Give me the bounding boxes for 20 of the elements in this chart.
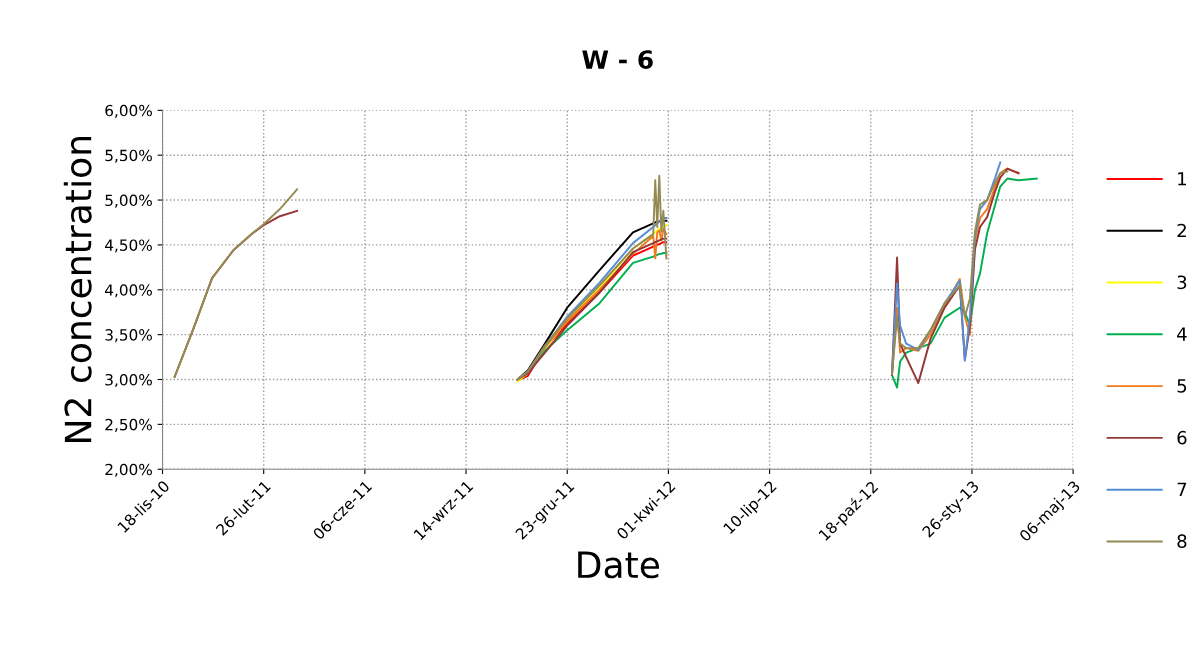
y-tick-label: 4,50%	[105, 239, 152, 253]
legend-label: 5	[1177, 379, 1187, 393]
y-tick-label: 4,00%	[105, 284, 152, 298]
legend-label: 4	[1177, 327, 1187, 341]
y-tick-label: 5,50%	[105, 149, 152, 163]
legend-label: 2	[1177, 223, 1186, 238]
chart-title: W - 6	[582, 50, 653, 70]
legend-label: 6	[1177, 430, 1187, 445]
y-tick-label: 3,50%	[105, 329, 152, 343]
x-axis-title: Date	[578, 551, 660, 579]
y-tick-label: 5,00%	[105, 194, 152, 208]
legend-label: 1	[1178, 172, 1186, 186]
y-axis-title: N2 concentration	[63, 137, 92, 443]
y-tick-label: 2,00%	[105, 463, 152, 477]
y-tick-label: 3,00%	[105, 373, 152, 388]
legend-label: 8	[1177, 534, 1187, 549]
legend-label: 3	[1177, 275, 1187, 290]
legend-label: 7	[1177, 482, 1187, 496]
y-tick-label: 6,00%	[105, 104, 152, 118]
y-tick-label: 2,50%	[105, 418, 152, 432]
